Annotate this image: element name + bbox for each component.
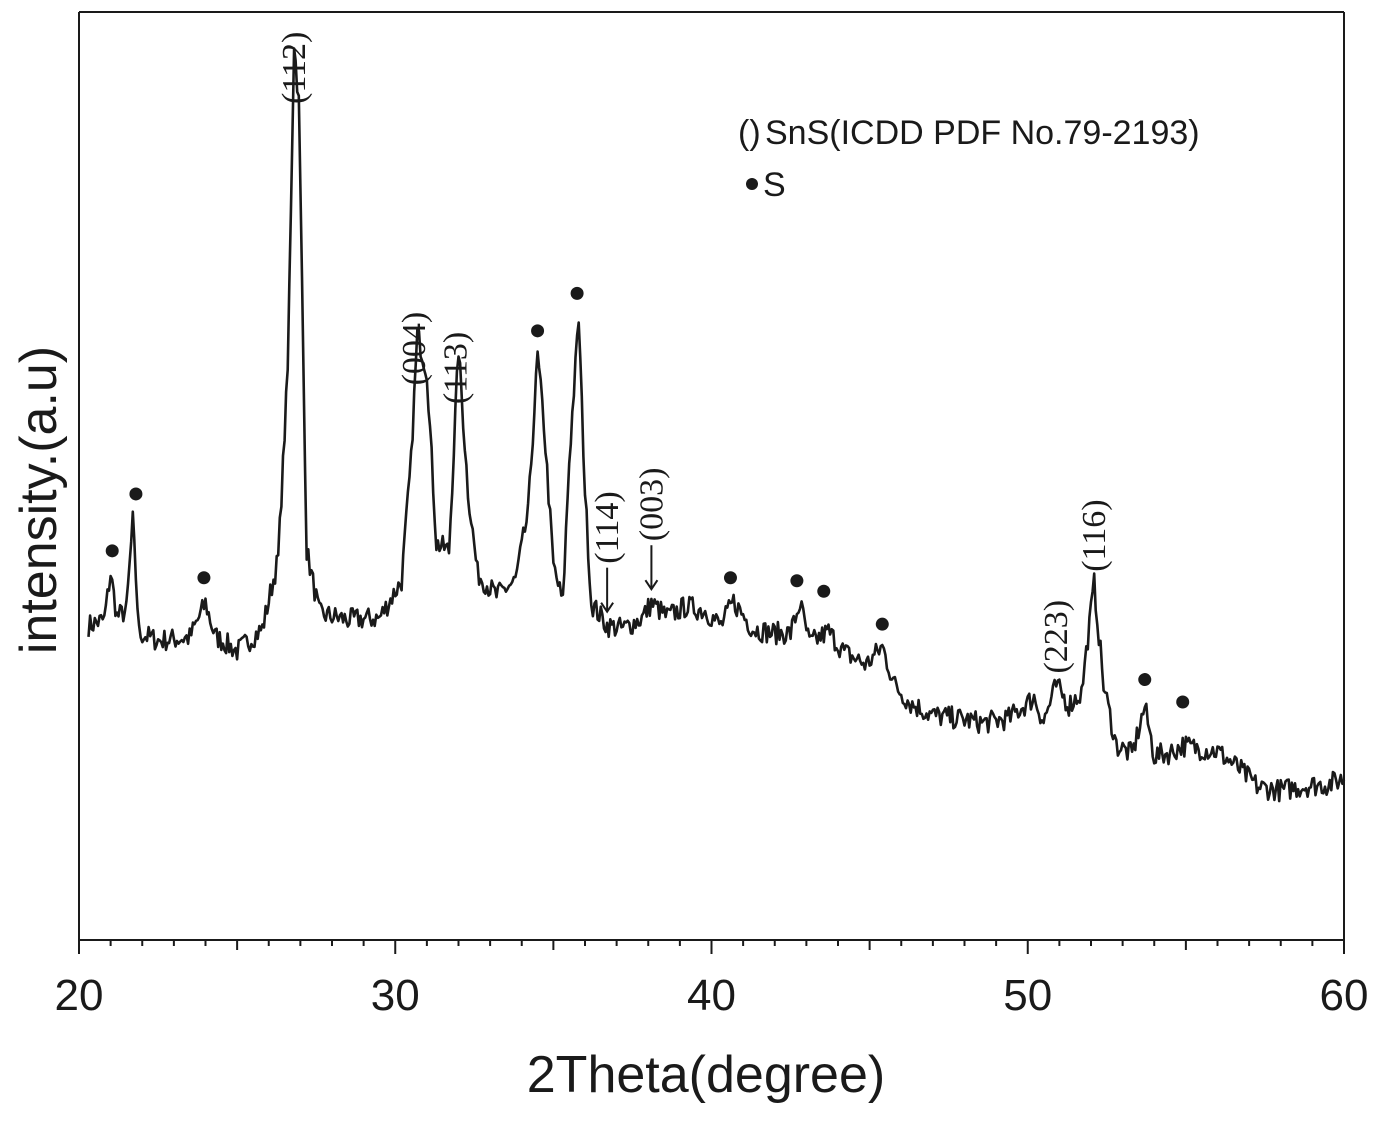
x-tick-label: 20 [55, 971, 104, 1020]
legend-sns-marker: () [738, 114, 761, 152]
miller-index-label: (003) [633, 468, 670, 542]
s-phase-marker [1176, 695, 1190, 709]
tick-layer: 20 30 40 50 60 [55, 940, 1369, 1020]
miller-index-label: (004) [396, 312, 433, 386]
miller-index-label: (113) [437, 332, 474, 404]
miller-index: (003) [633, 468, 670, 592]
x-tick-label: 50 [1003, 971, 1052, 1020]
legend-sns-label: SnS(ICDD PDF No.79-2193) [765, 114, 1200, 152]
s-phase-marker-layer [105, 286, 1190, 709]
x-tick-label: 40 [687, 971, 736, 1020]
x-axis-title: 2Theta(degree) [527, 1046, 885, 1104]
diffraction-curve-layer [87, 47, 1346, 803]
s-phase-marker [817, 584, 831, 598]
s-phase-marker [570, 286, 584, 300]
x-tick-label: 60 [1320, 971, 1369, 1020]
diffraction-pattern-line [87, 47, 1346, 803]
miller-index-label: (223) [1038, 600, 1075, 674]
miller-index-label: (114) [589, 491, 626, 563]
legend-s-label: S [763, 166, 786, 204]
x-tick-label: 30 [371, 971, 420, 1020]
miller-index-layer: (112) (004) (113) (114) (003) (223)(116) [276, 32, 1113, 674]
peak-arrow-head [600, 602, 614, 614]
s-phase-marker [129, 487, 143, 501]
s-phase-marker [1138, 673, 1152, 687]
s-phase-marker [723, 571, 737, 585]
miller-index: (116) [1076, 499, 1113, 571]
s-phase-marker [197, 571, 211, 585]
s-phase-marker [105, 544, 119, 558]
miller-index: (112) [276, 32, 313, 104]
legend-s-dot [746, 178, 758, 190]
miller-index: (113) [437, 332, 474, 404]
miller-index: (114) [589, 491, 626, 614]
s-phase-marker [875, 617, 889, 631]
miller-index: (223) [1038, 600, 1075, 674]
miller-index-label: (112) [276, 32, 313, 104]
miller-index: (004) [396, 312, 433, 386]
y-axis-title: intensity.(a.u) [10, 346, 68, 654]
legend: () SnS(ICDD PDF No.79-2193) S [738, 114, 1200, 204]
s-phase-marker [531, 324, 545, 338]
s-phase-marker [790, 574, 804, 588]
miller-index-label: (116) [1076, 499, 1113, 571]
peak-arrow-head [644, 579, 659, 592]
